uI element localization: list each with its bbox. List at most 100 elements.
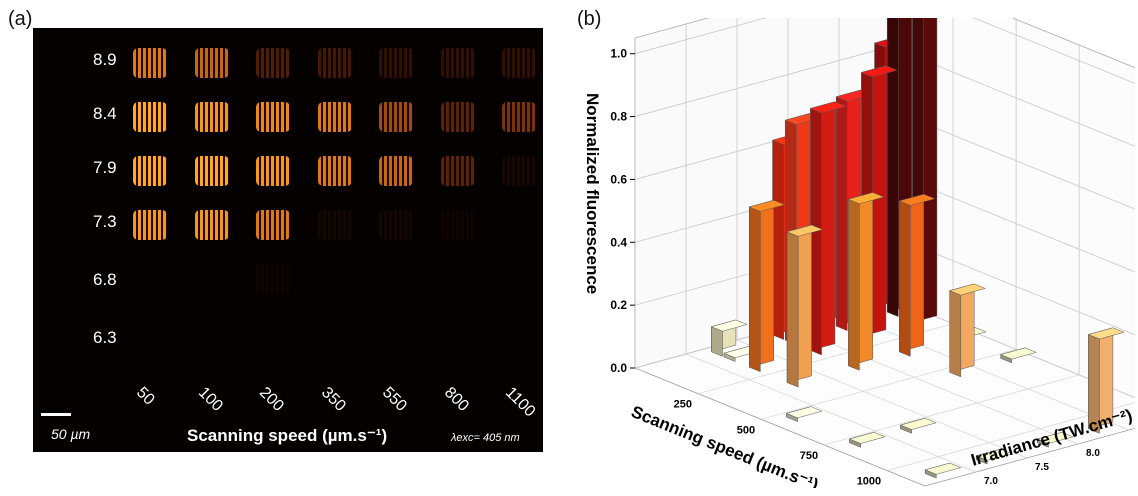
col-label: 800 [440, 384, 472, 415]
bar-face-top [748, 199, 786, 212]
floor-gridline [824, 374, 1080, 446]
bar [924, 462, 962, 479]
fluorescence-pattern [256, 156, 290, 186]
bar-face-side [899, 200, 911, 357]
fluorescence-pattern [502, 102, 536, 132]
fluorescence-pattern [256, 48, 290, 78]
x-tick-label: 250 [674, 399, 692, 411]
bar-face-top [999, 347, 1038, 360]
bar-face-top [809, 101, 847, 114]
bar-face-top [898, 193, 936, 206]
z-tick-label: 0.8 [610, 110, 627, 124]
bar [848, 431, 886, 448]
row-label: 8.9 [93, 50, 117, 69]
fluorescence-pattern [256, 102, 290, 132]
floor-gridline [889, 297, 1135, 399]
col-label: 1100 [501, 384, 539, 421]
bar [975, 448, 1013, 465]
bar-face-side [786, 231, 799, 388]
bar-face-top [975, 448, 1013, 461]
fluorescence-pattern [194, 210, 229, 240]
z-axis-title: Normalized fluorescence [583, 93, 602, 294]
bar [785, 406, 823, 423]
bar-face-side [835, 96, 848, 332]
row-label: 7.3 [93, 212, 117, 231]
panel-a-label: (a) [8, 8, 33, 30]
floor-gridline [838, 311, 1130, 431]
scanning-speed-axis-label: Scanning speed (µm.s⁻¹) [187, 426, 388, 445]
bar [1036, 431, 1074, 448]
z-tick-label: 0.2 [610, 298, 627, 312]
z-tick-label: 0.4 [610, 235, 627, 249]
row-label: 6.8 [93, 270, 117, 289]
floor-gridline [685, 353, 977, 473]
bar-face-side [848, 198, 860, 371]
bar-face-top [924, 462, 962, 475]
bar [710, 319, 748, 357]
bar-face-top [786, 224, 824, 237]
col-label: 350 [317, 384, 349, 415]
bar-face-top [1036, 432, 1074, 444]
fluorescence-pattern [440, 102, 475, 132]
col-label: 50 [132, 384, 158, 409]
fluorescence-pattern [256, 210, 290, 240]
fluorescence-pattern [317, 156, 352, 186]
z-gridline [634, 18, 1135, 84]
bar [898, 193, 936, 357]
col-label: 100 [194, 384, 226, 415]
fluorescence-pattern [502, 156, 536, 186]
fluorescence-pattern [194, 102, 229, 132]
bar-face-side [711, 326, 723, 357]
x-tick-label: 500 [737, 424, 755, 436]
fluorescence-pattern [379, 156, 413, 186]
bar-face-top [710, 319, 748, 332]
bar-face-top [860, 65, 898, 78]
fluorescence-pattern [133, 210, 167, 240]
floor-gridline [787, 325, 1079, 445]
fluorescence-pattern [440, 156, 475, 186]
excitation-label: λexc= 405 nm [451, 432, 520, 444]
bar [847, 192, 885, 371]
fluorescence-pattern [317, 48, 352, 78]
fluorescence-pattern [133, 48, 167, 78]
bar [748, 199, 786, 373]
fluorescence-pattern [194, 48, 229, 78]
fluorescence-pattern [256, 264, 290, 294]
bar-face-side [886, 18, 899, 318]
x-tick-label: 750 [800, 450, 818, 462]
z-tick-label: 1.0 [610, 47, 627, 61]
fluorescence-pattern [379, 210, 413, 240]
bar-face-top [847, 192, 885, 205]
bar3d-chart: 0.0 0.2 0.4 0.6 0.8 1.0 250 500 750 1000 7.0 7.5 8.0… [583, 18, 1135, 488]
x-tick-label: 1000 [857, 476, 881, 488]
scale-bar-label: 50 µm [51, 426, 91, 442]
fluorescence-pattern [379, 102, 413, 132]
bar-face-side [949, 290, 962, 378]
bar-face-top [1087, 327, 1125, 340]
bar [1087, 327, 1125, 434]
bar-face-side [748, 206, 761, 373]
fluorescence-pattern [379, 48, 413, 78]
row-label: 7.9 [93, 158, 117, 177]
fluorescence-pattern [133, 102, 167, 132]
fluorescence-image-panel: Irradiance (TW.cm⁻²) 8.9 8.4 7.9 7.3 6.8 6.3 … [4, 28, 543, 452]
bar-face-top [848, 432, 886, 444]
fluorescence-pattern [440, 48, 475, 78]
y-tick-label: 8.0 [1086, 448, 1100, 459]
panel-b-label: (b) [577, 8, 602, 30]
bar [899, 417, 937, 434]
bar [948, 283, 987, 378]
chart-body: 0.0 0.2 0.4 0.6 0.8 1.0 250 500 750 1000 7.0 7.5 8.0… [610, 18, 1135, 488]
bar [809, 101, 847, 356]
fluorescence-pattern [440, 210, 475, 240]
fluorescence-pattern [502, 48, 536, 78]
bar [786, 224, 824, 388]
z-tick-label: 0.0 [610, 361, 627, 375]
bar [999, 347, 1038, 364]
fluorescence-pattern [317, 102, 352, 132]
bar-face-top [785, 406, 823, 419]
z-tick-label: 0.6 [610, 172, 627, 186]
row-label: 8.4 [93, 104, 117, 123]
col-label: 550 [378, 384, 410, 415]
col-label: 200 [255, 384, 287, 415]
